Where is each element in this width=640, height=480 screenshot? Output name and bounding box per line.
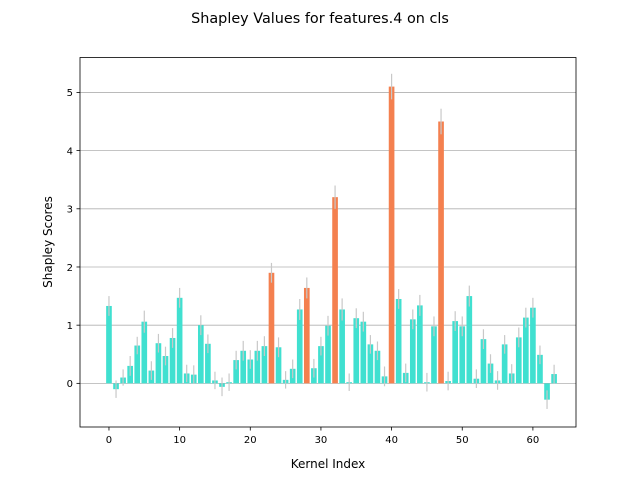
y-tick-label: 4 [67,146,73,157]
x-axis-ticks: 0 10 20 30 40 50 60 [106,427,539,446]
y-axis-ticks: 0 1 2 3 4 5 [67,88,80,390]
bar [360,321,367,384]
bar [395,298,402,384]
bar [141,321,148,384]
bar [261,346,268,384]
plot-frame [79,57,577,428]
bar [417,305,423,384]
x-tick-label: 60 [527,435,540,446]
bar [459,326,466,384]
bar-highlighted [438,121,444,384]
bar [155,343,162,384]
bar-highlighted [303,287,310,384]
bar [431,326,437,384]
bar-highlighted [332,197,338,384]
bar [134,345,141,384]
bar [325,325,331,384]
bar [197,325,204,384]
x-tick-label: 30 [315,435,328,446]
bars [106,86,557,400]
bar [162,356,169,384]
chart-title: Shapley Values for features.4 on cls [191,11,449,27]
y-tick-label: 3 [67,205,73,216]
bar [205,343,211,384]
bar [452,321,459,384]
bar [501,344,508,384]
bar [240,350,247,384]
bar [254,350,261,384]
y-tick-label: 0 [67,379,73,390]
bar [466,296,473,384]
x-axis-label: Kernel Index [291,457,366,471]
y-tick-label: 2 [67,263,73,274]
bar [176,297,183,384]
bar [537,354,543,384]
bar [233,360,239,384]
x-tick-label: 20 [244,435,257,446]
bar [275,347,282,384]
x-tick-label: 50 [456,435,469,446]
bar [487,363,494,384]
y-axis-label: Shapley Scores [41,196,55,288]
x-tick-label: 0 [106,435,112,446]
bar [367,344,374,384]
gridlines [80,92,576,384]
bar [169,337,176,384]
y-tick-label: 1 [67,321,73,332]
bar [480,339,487,384]
bar [339,309,345,384]
bar [247,359,254,384]
bar [409,319,416,384]
bar [530,307,536,384]
bar [374,350,381,384]
y-tick-label: 5 [67,88,73,99]
bar-highlighted [268,272,275,384]
error-bars [108,73,555,409]
x-tick-label: 10 [173,435,186,446]
bar [106,305,112,384]
bar [523,317,529,384]
bar [296,309,303,384]
x-tick-label: 40 [385,435,398,446]
bar [353,318,360,384]
bar [515,337,522,384]
bar [318,346,324,384]
bar-highlighted [388,86,395,384]
